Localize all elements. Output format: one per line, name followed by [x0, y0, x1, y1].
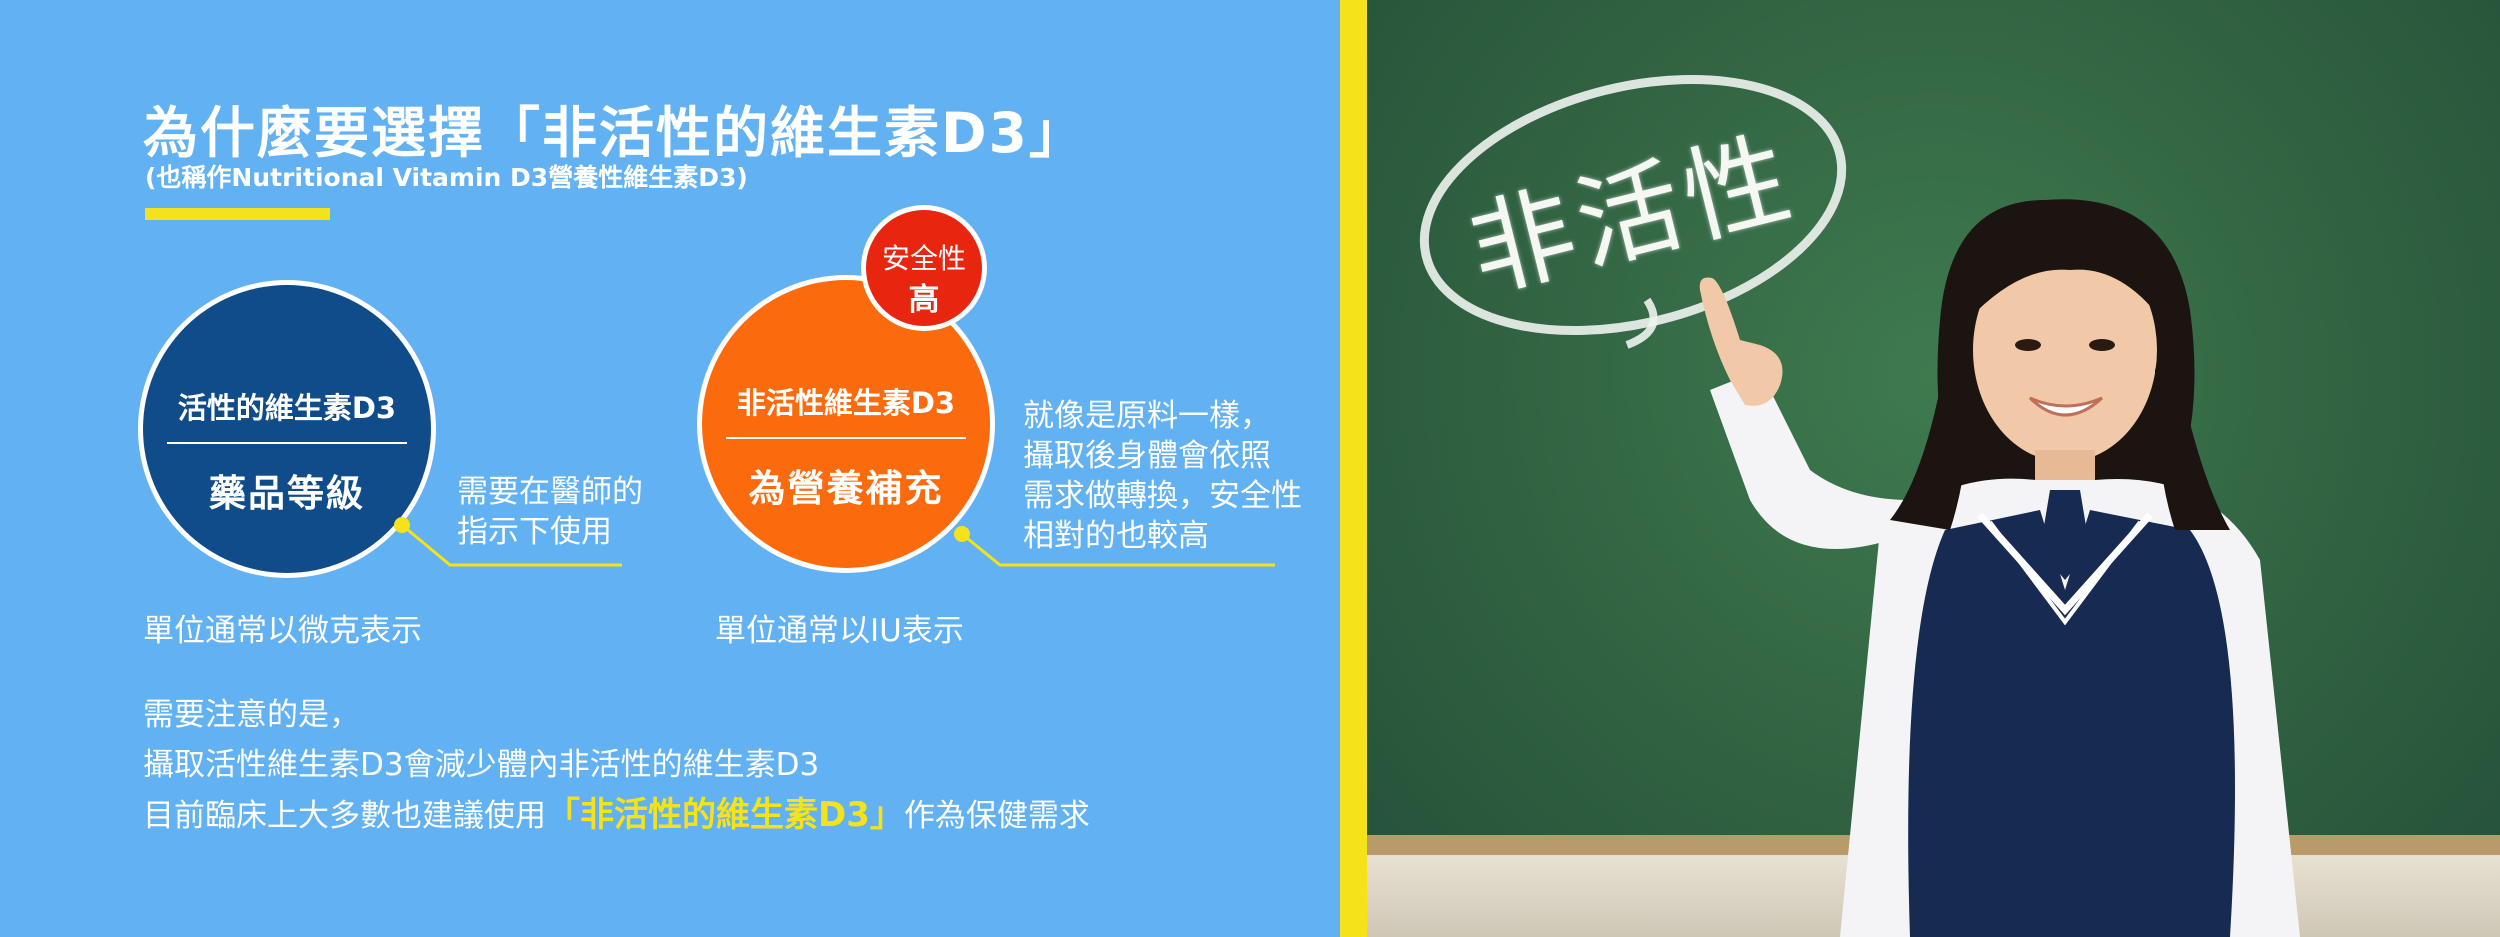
caution-line-1: 需要注意的是， — [143, 697, 360, 733]
active-d3-note: 需要在醫師的 指示下使用 — [457, 472, 643, 552]
note-line: 指示下使用 — [457, 514, 612, 550]
note-line: 攝取後身體會依照 — [1023, 438, 1271, 474]
caution-text: 需要注意的是， 攝取活性維生素D3會減少體內非活性的維生素D3 目前臨床上大多數… — [143, 690, 1090, 841]
connector-lines — [401, 523, 1275, 567]
active-d3-grade: 藥品等級 — [209, 472, 365, 515]
note-line: 就像是原料一樣， — [1023, 398, 1271, 434]
note-line: 需要在醫師的 — [457, 474, 643, 510]
safety-badge: 安全性 高 — [866, 210, 982, 326]
inactive-d3-grade: 為營養補充 — [748, 467, 944, 510]
circle-divider — [167, 442, 407, 444]
chalk-speech-bubble — [1419, 74, 1847, 349]
active-d3-name: 活性的維生素D3 — [177, 391, 397, 425]
safety-badge-value: 高 — [908, 282, 940, 318]
caution-line-3-prefix: 目前臨床上大多數也建議使用 — [143, 798, 546, 834]
caution-line-2: 攝取活性維生素D3會減少體內非活性的維生素D3 — [143, 747, 820, 783]
page-subtitle: (也稱作Nutritional Vitamin D3營養性維生素D3) — [145, 163, 748, 192]
caution-line-3-suffix: 作為保健需求 — [903, 798, 1090, 834]
page-title: 為什麼要選擇「非活性的維生素D3」 — [143, 101, 1086, 165]
inactive-d3-unit: 單位通常以IU表示 — [715, 613, 964, 649]
caution-line-3: 目前臨床上大多數也建議使用「非活性的維生素D3」作為保健需求 — [143, 790, 1090, 841]
connector-line-active — [401, 523, 622, 567]
highlight-inactive-d3: 「非活性的維生素D3」 — [546, 795, 904, 835]
inactive-d3-name: 非活性維生素D3 — [736, 386, 956, 420]
yellow-divider — [1340, 0, 1367, 937]
student-photo — [1699, 199, 2300, 937]
note-line: 相對的也較高 — [1023, 518, 1209, 554]
connector-line-inactive — [961, 532, 1275, 567]
connector-dot — [394, 517, 410, 533]
title-underline — [145, 208, 330, 220]
inactive-d3-note: 就像是原料一樣， 攝取後身體會依照 需求做轉換，安全性 相對的也較高 — [1023, 396, 1302, 556]
safety-badge-label: 安全性 — [881, 242, 966, 275]
active-d3-unit: 單位通常以微克表示 — [143, 613, 422, 649]
note-line: 需求做轉換，安全性 — [1023, 478, 1302, 514]
circle-divider — [726, 437, 966, 439]
active-d3-circle: 活性的維生素D3 藥品等級 — [143, 285, 431, 573]
inactive-d3-circle: 非活性維生素D3 為營養補充 — [702, 280, 990, 568]
connector-dot — [954, 526, 970, 542]
